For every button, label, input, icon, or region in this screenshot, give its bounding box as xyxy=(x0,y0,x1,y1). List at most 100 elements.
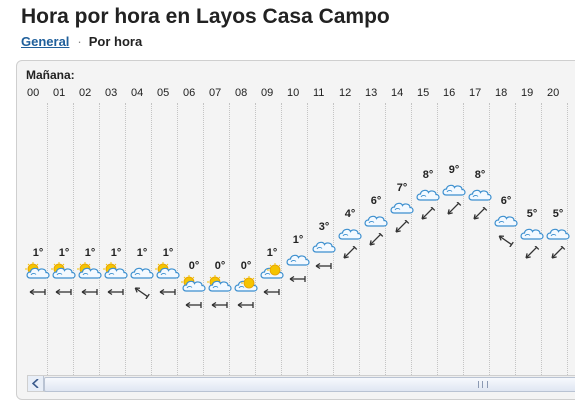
hour-divider xyxy=(359,103,360,381)
temperature-label: 0° xyxy=(214,260,226,272)
hour-label: 06 xyxy=(183,87,196,99)
cloud-icon xyxy=(285,249,311,267)
temperature-label: 1° xyxy=(32,247,44,259)
hour-divider xyxy=(151,103,152,381)
scroll-thumb[interactable] xyxy=(44,377,575,392)
hourly-forecast-panel: Mañana: 00 1° 01 1° 02 1° 03 1° 04 1° 05 1° 06 0° 07 0°… xyxy=(16,60,575,400)
hour-label: 15 xyxy=(417,87,430,99)
southwest-wind-icon xyxy=(547,244,567,260)
hour-divider xyxy=(385,103,386,381)
west-wind-icon xyxy=(79,285,99,299)
cloud-icon xyxy=(311,236,337,254)
hour-divider xyxy=(47,103,48,381)
cloud-icon xyxy=(129,262,155,280)
temperature-label: 3° xyxy=(318,221,330,233)
temperature-label: 8° xyxy=(474,169,486,181)
hour-divider xyxy=(73,103,74,381)
temperature-label: 0° xyxy=(188,260,200,272)
hour-label: 00 xyxy=(27,87,40,99)
west-wind-icon xyxy=(209,298,229,312)
hour-label: 11 xyxy=(313,87,325,99)
hour-divider xyxy=(489,103,490,381)
temperature-label: 1° xyxy=(58,247,70,259)
hour-label: 19 xyxy=(521,87,534,99)
cloud-sun-icon xyxy=(51,262,77,280)
west-wind-icon xyxy=(27,285,47,299)
temperature-label: 4° xyxy=(344,208,356,220)
hour-divider xyxy=(411,103,412,381)
hour-label: 13 xyxy=(365,87,378,99)
temperature-label: 7° xyxy=(396,182,408,194)
west-wind-icon xyxy=(261,285,281,299)
sun-cloud-icon xyxy=(233,275,259,293)
breadcrumb: General · Por hora xyxy=(21,34,142,49)
cloud-sun-icon xyxy=(25,262,51,280)
hour-label: 02 xyxy=(79,87,92,99)
west-wind-icon xyxy=(235,298,255,312)
cloud-sun-icon xyxy=(181,275,207,293)
northwest-wind-icon xyxy=(495,233,515,248)
hour-divider xyxy=(333,103,334,381)
cloud-icon xyxy=(441,179,467,197)
hour-divider xyxy=(515,103,516,381)
chevron-left-icon xyxy=(32,379,39,388)
temperature-label: 1° xyxy=(162,247,174,259)
scroll-left-button[interactable] xyxy=(28,376,44,391)
temperature-label: 6° xyxy=(500,195,512,207)
hour-divider xyxy=(541,103,542,381)
cloud-icon xyxy=(363,210,389,228)
sun-cloud-icon xyxy=(259,262,285,280)
west-wind-icon xyxy=(53,285,73,299)
horizontal-scrollbar[interactable] xyxy=(27,375,575,392)
temperature-label: 5° xyxy=(552,208,564,220)
hour-label: 01 xyxy=(53,87,66,99)
page-title: Hora por hora en Layos Casa Campo xyxy=(21,5,390,28)
temperature-label: 1° xyxy=(84,247,96,259)
temperature-label: 1° xyxy=(110,247,122,259)
temperature-label: 5° xyxy=(526,208,538,220)
hour-divider xyxy=(177,103,178,381)
cloud-icon xyxy=(337,223,363,241)
temperature-label: 1° xyxy=(266,247,278,259)
general-link[interactable]: General xyxy=(21,34,70,49)
period-label: Mañana: xyxy=(26,68,75,82)
hour-divider xyxy=(203,103,204,381)
hour-divider xyxy=(99,103,100,381)
cloud-icon xyxy=(493,210,519,228)
hour-label: 07 xyxy=(209,87,222,99)
cloud-sun-icon xyxy=(207,275,233,293)
hour-label: 20 xyxy=(547,87,560,99)
southwest-wind-icon xyxy=(391,218,411,234)
hour-label: 04 xyxy=(131,87,144,99)
hour-divider xyxy=(229,103,230,381)
hour-label: 16 xyxy=(443,87,456,99)
hour-label: 03 xyxy=(105,87,118,99)
west-wind-icon xyxy=(313,259,333,273)
cloud-icon xyxy=(467,184,493,202)
cloud-sun-icon xyxy=(155,262,181,280)
southwest-wind-icon xyxy=(521,244,541,260)
southwest-wind-icon xyxy=(365,231,385,247)
hour-label: 10 xyxy=(287,87,300,99)
hour-divider xyxy=(437,103,438,381)
hour-label: 18 xyxy=(495,87,508,99)
cloud-sun-icon xyxy=(77,262,103,280)
temperature-label: 9° xyxy=(448,163,460,176)
cloud-sun-icon xyxy=(103,262,129,280)
hour-divider xyxy=(307,103,308,381)
temperature-label: 8° xyxy=(422,169,434,181)
temperature-label: 1° xyxy=(136,247,148,259)
cloud-icon xyxy=(415,184,441,202)
cloud-icon xyxy=(389,197,415,215)
hour-label: 12 xyxy=(339,87,352,99)
southwest-wind-icon xyxy=(339,244,359,260)
hour-divider xyxy=(463,103,464,381)
west-wind-icon xyxy=(287,272,307,286)
temperature-label: 6° xyxy=(370,195,382,207)
temperature-label: 0° xyxy=(240,260,252,272)
west-wind-icon xyxy=(157,285,177,299)
hour-label: 08 xyxy=(235,87,248,99)
southwest-wind-icon xyxy=(417,205,437,221)
hour-divider xyxy=(281,103,282,381)
northwest-wind-icon xyxy=(131,285,151,300)
